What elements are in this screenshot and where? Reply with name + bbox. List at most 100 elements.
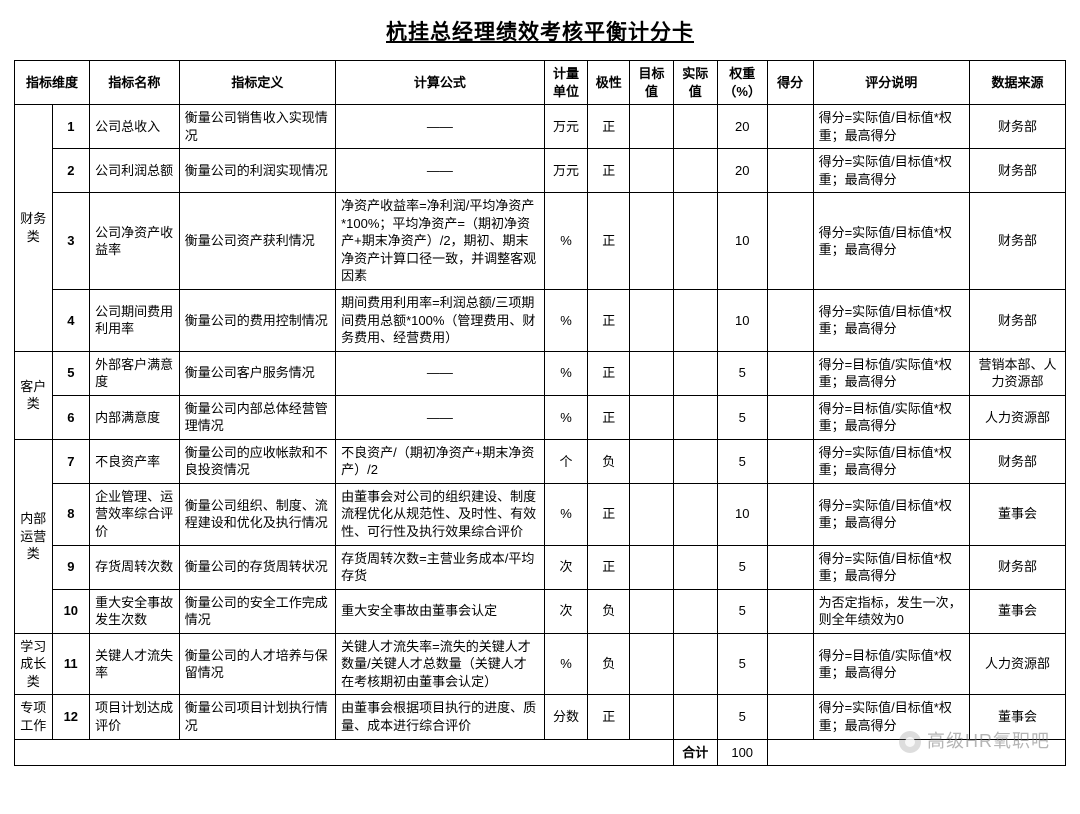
actual-value <box>673 695 717 739</box>
table-row: 财务类1公司总收入衡量公司销售收入实现情况——万元正20得分=实际值/目标值*权… <box>15 105 1066 149</box>
indicator-name: 公司净资产收益率 <box>90 193 180 290</box>
h-unit: 计量单位 <box>544 61 588 105</box>
target-value <box>630 633 674 695</box>
formula: 不良资产/（期初净资产+期末净资产）/2 <box>336 439 545 483</box>
formula: 关键人才流失率=流失的关键人才数量/关键人才总数量（关键人才在考核期初由董事会认… <box>336 633 545 695</box>
data-source: 财务部 <box>969 149 1065 193</box>
score <box>767 545 813 589</box>
scorecard-table: 指标维度 指标名称 指标定义 计算公式 计量单位 极性 目标值 实际值 权重（%… <box>14 60 1066 766</box>
row-index: 12 <box>52 695 90 739</box>
weight: 5 <box>717 589 767 633</box>
indicator-definition: 衡量公司的费用控制情况 <box>179 290 335 352</box>
unit: 万元 <box>544 105 588 149</box>
table-row: 客户类5外部客户满意度衡量公司客户服务情况——%正5得分=目标值/实际值*权重；… <box>15 351 1066 395</box>
indicator-name: 公司总收入 <box>90 105 180 149</box>
actual-value <box>673 193 717 290</box>
score-description: 得分=目标值/实际值*权重；最高得分 <box>813 633 969 695</box>
polarity: 正 <box>588 105 630 149</box>
indicator-name: 企业管理、运营效率综合评价 <box>90 483 180 545</box>
actual-value <box>673 290 717 352</box>
h-name: 指标名称 <box>90 61 180 105</box>
formula: 重大安全事故由董事会认定 <box>336 589 545 633</box>
target-value <box>630 589 674 633</box>
target-value <box>630 395 674 439</box>
table-row: 6内部满意度衡量公司内部总体经营管理情况——%正5得分=目标值/实际值*权重；最… <box>15 395 1066 439</box>
weight: 5 <box>717 395 767 439</box>
score <box>767 290 813 352</box>
target-value <box>630 351 674 395</box>
indicator-definition: 衡量公司的存货周转状况 <box>179 545 335 589</box>
data-source: 财务部 <box>969 105 1065 149</box>
page-title: 杭挂总经理绩效考核平衡计分卡 <box>14 16 1066 46</box>
actual-value <box>673 395 717 439</box>
data-source: 人力资源部 <box>969 633 1065 695</box>
total-row: 合计100 <box>15 739 1066 766</box>
actual-value <box>673 439 717 483</box>
table-row: 学习成长类11关键人才流失率衡量公司的人才培养与保留情况关键人才流失率=流失的关… <box>15 633 1066 695</box>
table-row: 9存货周转次数衡量公司的存货周转状况存货周转次数=主营业务成本/平均存货次正5得… <box>15 545 1066 589</box>
row-index: 6 <box>52 395 90 439</box>
target-value <box>630 149 674 193</box>
formula: —— <box>336 149 545 193</box>
total-weight: 100 <box>717 739 767 766</box>
h-formula: 计算公式 <box>336 61 545 105</box>
weight: 20 <box>717 105 767 149</box>
formula: 期间费用利用率=利润总额/三项期间费用总额*100%（管理费用、财务费用、经营费… <box>336 290 545 352</box>
data-source: 营销本部、人力资源部 <box>969 351 1065 395</box>
data-source: 人力资源部 <box>969 395 1065 439</box>
indicator-name: 不良资产率 <box>90 439 180 483</box>
weight: 5 <box>717 633 767 695</box>
target-value <box>630 545 674 589</box>
unit: 万元 <box>544 149 588 193</box>
table-row: 专项工作12项目计划达成评价衡量公司项目计划执行情况由董事会根据项目执行的进度、… <box>15 695 1066 739</box>
row-index: 3 <box>52 193 90 290</box>
actual-value <box>673 149 717 193</box>
dimension-cell: 内部运营类 <box>15 439 53 633</box>
formula: 存货周转次数=主营业务成本/平均存货 <box>336 545 545 589</box>
row-index: 11 <box>52 633 90 695</box>
indicator-definition: 衡量公司项目计划执行情况 <box>179 695 335 739</box>
row-index: 1 <box>52 105 90 149</box>
score-description: 得分=实际值/目标值*权重；最高得分 <box>813 695 969 739</box>
score <box>767 439 813 483</box>
table-row: 2公司利润总额衡量公司的利润实现情况——万元正20得分=实际值/目标值*权重；最… <box>15 149 1066 193</box>
score <box>767 149 813 193</box>
data-source: 董事会 <box>969 589 1065 633</box>
table-row: 10重大安全事故发生次数衡量公司的安全工作完成情况重大安全事故由董事会认定次负5… <box>15 589 1066 633</box>
unit: % <box>544 483 588 545</box>
indicator-name: 重大安全事故发生次数 <box>90 589 180 633</box>
unit: % <box>544 193 588 290</box>
unit: % <box>544 351 588 395</box>
h-dimension: 指标维度 <box>15 61 90 105</box>
h-desc: 评分说明 <box>813 61 969 105</box>
row-index: 2 <box>52 149 90 193</box>
actual-value <box>673 633 717 695</box>
polarity: 正 <box>588 483 630 545</box>
table-row: 内部运营类7不良资产率衡量公司的应收帐款和不良投资情况不良资产/（期初净资产+期… <box>15 439 1066 483</box>
score-description: 得分=目标值/实际值*权重；最高得分 <box>813 395 969 439</box>
score-description: 得分=目标值/实际值*权重；最高得分 <box>813 351 969 395</box>
actual-value <box>673 545 717 589</box>
indicator-name: 公司利润总额 <box>90 149 180 193</box>
indicator-definition: 衡量公司的安全工作完成情况 <box>179 589 335 633</box>
polarity: 正 <box>588 149 630 193</box>
score <box>767 633 813 695</box>
indicator-definition: 衡量公司的利润实现情况 <box>179 149 335 193</box>
indicator-definition: 衡量公司销售收入实现情况 <box>179 105 335 149</box>
row-index: 8 <box>52 483 90 545</box>
score <box>767 395 813 439</box>
unit: % <box>544 395 588 439</box>
unit: 次 <box>544 545 588 589</box>
weight: 10 <box>717 483 767 545</box>
weight: 5 <box>717 351 767 395</box>
unit: 分数 <box>544 695 588 739</box>
score-description: 得分=实际值/目标值*权重；最高得分 <box>813 439 969 483</box>
h-source: 数据来源 <box>969 61 1065 105</box>
formula: 由董事会对公司的组织建设、制度流程优化从规范性、及时性、有效性、可行性及执行效果… <box>336 483 545 545</box>
score <box>767 589 813 633</box>
h-target: 目标值 <box>630 61 674 105</box>
polarity: 正 <box>588 395 630 439</box>
weight: 10 <box>717 193 767 290</box>
h-score: 得分 <box>767 61 813 105</box>
row-index: 4 <box>52 290 90 352</box>
